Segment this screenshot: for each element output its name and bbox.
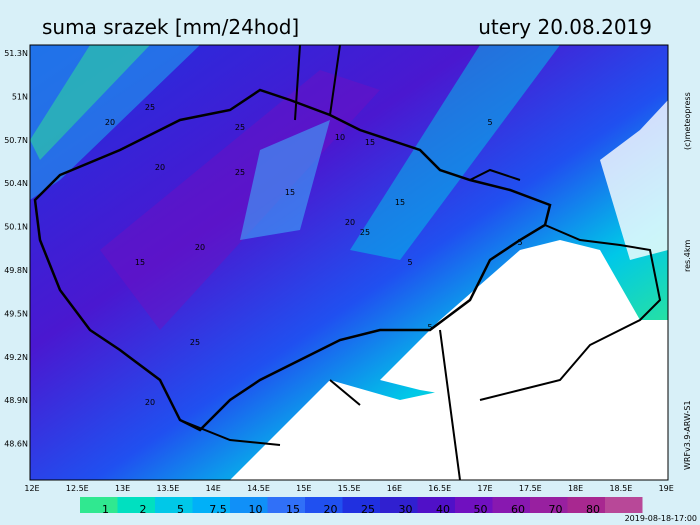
lat-label: 50.7N <box>4 136 28 145</box>
legend-swatch <box>380 497 418 513</box>
precip-band <box>240 120 330 240</box>
timestamp: 2019-08-18-17:00 <box>625 514 697 523</box>
legend-swatch <box>455 497 493 513</box>
contour-label: 5 <box>487 118 492 127</box>
lon-label: 13E <box>115 484 130 493</box>
legend-label: 25 <box>361 503 375 516</box>
lat-label: 50.1N <box>4 223 28 232</box>
contour-label: 15 <box>285 188 295 197</box>
legend-label: 15 <box>286 503 300 516</box>
contour-label: 5 <box>427 323 432 332</box>
legend-swatch <box>230 497 268 513</box>
precip-band <box>30 45 150 160</box>
contour-label: 25 <box>360 228 370 237</box>
contour-label: 15 <box>135 258 145 267</box>
contour-label: 15 <box>395 198 405 207</box>
legend-label: 50 <box>474 503 488 516</box>
legend-swatch <box>155 497 193 513</box>
legend-swatch <box>605 497 643 513</box>
lon-label: 14.5E <box>247 484 270 493</box>
lon-label: 15E <box>296 484 311 493</box>
lat-label: 50.4N <box>4 179 28 188</box>
date: utery 20.08.2019 <box>478 15 652 39</box>
resolution: res.4km <box>683 240 692 272</box>
lon-label: 18.5E <box>609 484 632 493</box>
country-border <box>33 88 552 432</box>
model: WRFv3.9-ARW-S1 <box>683 400 692 470</box>
lat-label: 51N <box>12 92 28 101</box>
contour-label: 25 <box>235 168 245 177</box>
legend-label: 10 <box>249 503 263 516</box>
lon-label: 17.5E <box>519 484 542 493</box>
legend-label: 70 <box>549 503 563 516</box>
lon-label: 16E <box>387 484 402 493</box>
lat-label: 48.6N <box>4 440 28 449</box>
legend-label: 2 <box>140 503 147 516</box>
contour-label: 25 <box>145 103 155 112</box>
contour-label: 25 <box>235 123 245 132</box>
lat-label: 51.3N <box>4 49 28 58</box>
legend-swatch <box>530 497 568 513</box>
lat-label: 49.2N <box>4 353 28 362</box>
contour-label: 15 <box>365 138 375 147</box>
legend-label: 30 <box>399 503 413 516</box>
legend-label: 1 <box>102 503 109 516</box>
lon-label: 15.5E <box>338 484 361 493</box>
legend-swatch <box>342 497 380 513</box>
contour-label: 25 <box>190 338 200 347</box>
legend-swatch <box>567 497 605 513</box>
legend-swatch <box>192 497 230 513</box>
contour-label: 10 <box>335 133 345 142</box>
legend-swatch <box>305 497 343 513</box>
legend-label: 20 <box>324 503 338 516</box>
contour-label: 20 <box>195 243 205 252</box>
contour-label: 20 <box>145 398 155 407</box>
contour-label: 5 <box>517 238 522 247</box>
contour-label: 5 <box>407 258 412 267</box>
lon-label: 12E <box>24 484 39 493</box>
map-frame <box>29 44 669 481</box>
precip-band <box>350 45 560 260</box>
lat-label: 48.9N <box>4 396 28 405</box>
legend-swatch <box>492 497 530 513</box>
legend-label: 5 <box>177 503 184 516</box>
lon-label: 17E <box>477 484 492 493</box>
contour-label: 20 <box>105 118 115 127</box>
lon-label: 14E <box>206 484 221 493</box>
legend-label: 80 <box>586 503 600 516</box>
title: suma srazek [mm/24hod] <box>42 15 299 39</box>
lat-label: 49.5N <box>4 309 28 318</box>
dry-area <box>230 350 668 480</box>
lon-label: 12.5E <box>66 484 89 493</box>
legend-swatch <box>80 497 118 513</box>
lat-label: 49.8N <box>4 266 28 275</box>
legend-swatch <box>267 497 305 513</box>
map <box>29 44 669 481</box>
legend-label: 7.5 <box>209 503 227 516</box>
legend-swatch <box>117 497 155 513</box>
border <box>179 44 662 481</box>
legend-swatch <box>417 497 455 513</box>
legend-label: 60 <box>511 503 525 516</box>
contour-label: 20 <box>155 163 165 172</box>
lon-label: 13.5E <box>156 484 179 493</box>
legend-label: 40 <box>436 503 450 516</box>
labels: 51.3N 51N 50.7N 50.4N 50.1N 49.8N 49.5N 49.2N 48… <box>4 49 674 516</box>
lon-label: 16.5E <box>428 484 451 493</box>
lon-label: 19E <box>659 484 674 493</box>
lon-label: 18E <box>568 484 583 493</box>
dry-area <box>600 100 668 260</box>
copyright: (c)meteopress <box>683 92 692 150</box>
contour-label: 20 <box>345 218 355 227</box>
